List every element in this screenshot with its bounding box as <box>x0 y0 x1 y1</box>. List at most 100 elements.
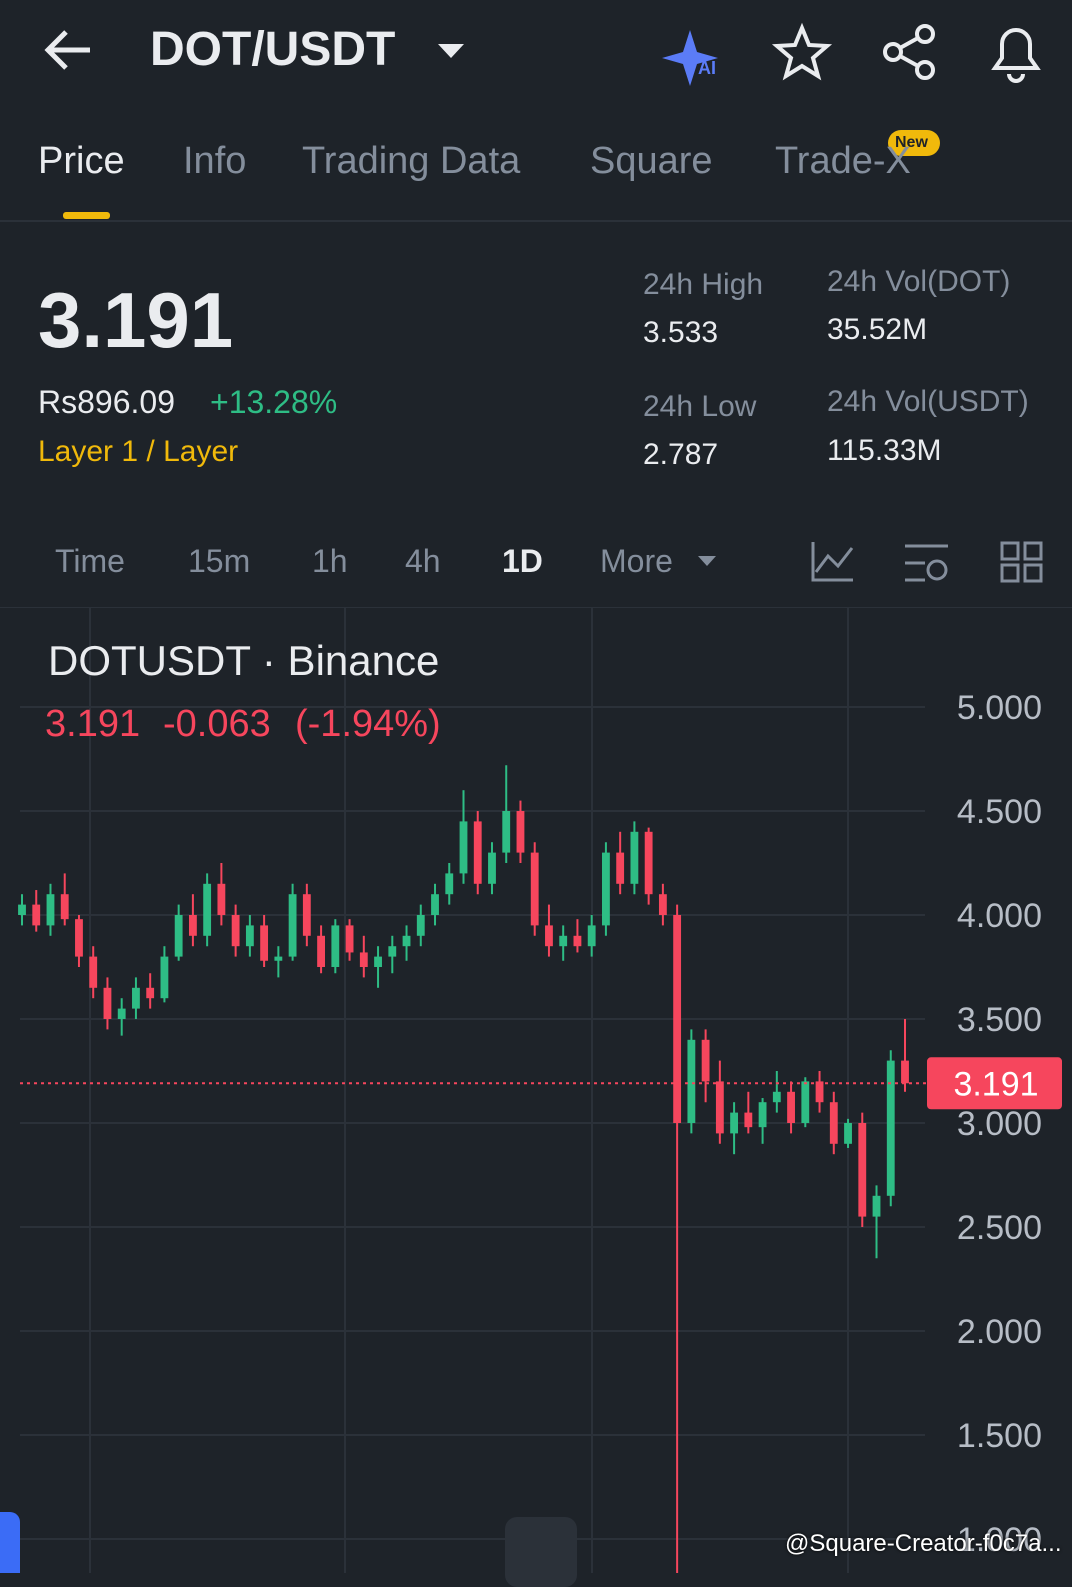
last-price-label: 3.191 <box>953 1065 1038 1103</box>
y-tick-label: 3.000 <box>957 1105 1042 1143</box>
candle-body <box>245 925 254 947</box>
y-tick-label: 1.000 <box>957 1521 1042 1559</box>
candle-body <box>288 894 297 957</box>
candle-body <box>545 925 553 947</box>
ai-label: AI <box>698 58 716 78</box>
candle-body <box>502 811 511 853</box>
new-badge <box>888 130 940 156</box>
more-caret[interactable] <box>698 556 716 566</box>
share-icon[interactable] <box>883 24 935 80</box>
candle-body <box>459 821 468 874</box>
legend-change-pct: (-1.94%) <box>295 703 441 745</box>
y-tick-label: 4.500 <box>957 793 1042 831</box>
candle-body <box>416 915 425 936</box>
legend-close: 3.191 <box>45 703 140 745</box>
stat-label: 24h Vol(USDT) <box>827 385 1029 418</box>
candle-body <box>188 915 197 936</box>
candle-body <box>829 1102 838 1144</box>
candle-body <box>844 1123 852 1144</box>
y-tick-label: 1.500 <box>957 1417 1042 1455</box>
bell-icon[interactable] <box>991 28 1041 83</box>
candle-body <box>231 915 240 947</box>
star-icon[interactable] <box>771 22 833 81</box>
stat-label: 24h Vol(DOT) <box>827 265 1011 298</box>
candle-body <box>687 1039 696 1123</box>
candle-body <box>473 821 482 884</box>
tab[interactable]: Trading Data <box>302 140 521 182</box>
layout-icon[interactable] <box>1000 541 1043 583</box>
candle-body <box>858 1123 867 1217</box>
candle-body <box>32 904 41 926</box>
indicator-icon[interactable] <box>811 542 854 582</box>
dropdown-caret[interactable] <box>438 44 464 58</box>
sector-tag[interactable]: Layer 1 / Layer <box>38 435 239 468</box>
tab[interactable]: Trade-X <box>775 140 911 182</box>
candle-body <box>730 1112 739 1134</box>
ai-icon[interactable] <box>662 30 718 86</box>
candle-body <box>89 956 98 988</box>
candle-body <box>146 987 155 999</box>
interval[interactable]: 4h <box>405 543 441 579</box>
candle-body <box>374 956 382 967</box>
candle-body <box>587 925 596 947</box>
last-price: 3.191 <box>38 276 234 364</box>
stat-value: 3.533 <box>643 316 719 349</box>
candle-body <box>302 894 311 936</box>
back-icon[interactable] <box>44 30 90 70</box>
y-tick-label: 2.500 <box>957 1209 1042 1247</box>
tab[interactable]: Price <box>38 140 125 182</box>
candle-body <box>359 952 368 967</box>
candle-body <box>388 946 397 957</box>
tab[interactable]: Info <box>183 140 247 182</box>
candle-body <box>715 1081 724 1134</box>
candle-body <box>402 935 411 947</box>
candle-body <box>801 1081 810 1123</box>
candle-body <box>530 852 539 926</box>
candle-body <box>772 1091 781 1103</box>
candle-body <box>658 894 667 915</box>
candle-body <box>673 915 682 1123</box>
candle-body <box>431 894 439 915</box>
interval[interactable]: 1h <box>312 543 348 579</box>
interval[interactable]: More <box>600 543 673 579</box>
candle-body <box>559 935 568 947</box>
candle-body <box>901 1060 909 1084</box>
local-price: Rs896.09 <box>38 384 175 420</box>
candle-body <box>260 925 269 961</box>
interval[interactable]: Time <box>55 543 125 579</box>
candle-body <box>516 811 525 853</box>
candle-body <box>744 1112 753 1128</box>
side-tab[interactable] <box>0 1512 20 1573</box>
settings-icon[interactable] <box>905 544 948 582</box>
tab[interactable]: Square <box>590 140 713 182</box>
candle-body <box>317 935 325 967</box>
candle-body <box>630 831 639 884</box>
y-tick-label: 4.000 <box>957 897 1042 935</box>
candle-body <box>274 956 283 961</box>
interval[interactable]: 15m <box>188 543 251 579</box>
candle-body <box>602 852 610 926</box>
icons <box>0 22 1072 608</box>
candle-body <box>488 852 496 884</box>
tab-underline <box>63 212 110 219</box>
price-change: +13.28% <box>210 384 338 420</box>
candle-body <box>117 1008 126 1019</box>
candle-body <box>60 894 69 920</box>
legend-change: -0.063 <box>163 703 271 745</box>
candle-body <box>815 1081 824 1103</box>
candle-body <box>18 904 26 915</box>
candle-body <box>174 915 183 957</box>
pair-title[interactable]: DOT/USDT <box>150 23 396 76</box>
candle-body <box>616 852 625 884</box>
candle-body <box>787 1091 795 1123</box>
candle-body <box>872 1195 881 1217</box>
last-price-tag <box>927 1057 1062 1110</box>
candle-body <box>103 987 112 1019</box>
y-tick-label: 2.000 <box>957 1313 1042 1351</box>
stat-value: 115.33M <box>827 434 942 467</box>
candle-body <box>758 1102 767 1128</box>
interval[interactable]: 1D <box>502 543 543 579</box>
candle-body <box>701 1039 710 1082</box>
reset-button[interactable] <box>505 1517 577 1587</box>
